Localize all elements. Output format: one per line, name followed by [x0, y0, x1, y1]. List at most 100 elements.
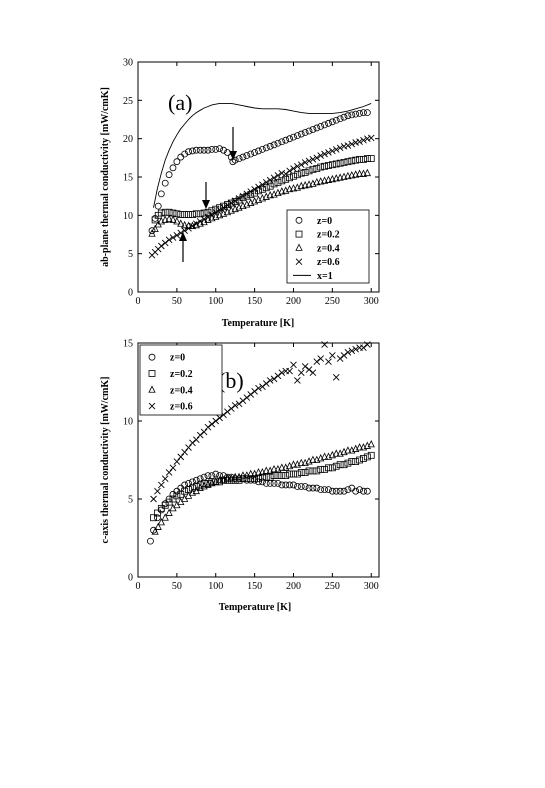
data-point — [173, 492, 181, 500]
y-tick-label: 25 — [123, 96, 133, 107]
data-point — [321, 341, 328, 348]
x-tick-label: 300 — [364, 581, 379, 592]
data-point — [254, 468, 263, 476]
data-point — [332, 487, 340, 495]
data-point — [367, 155, 375, 163]
legend-marker — [148, 385, 156, 393]
series-layer-a — [148, 102, 375, 259]
data-point — [161, 475, 169, 483]
data-point — [212, 417, 220, 425]
data-point — [282, 481, 290, 489]
data-point — [320, 452, 329, 460]
data-point — [169, 490, 177, 498]
data-point — [297, 458, 305, 467]
data-point — [173, 158, 181, 166]
y-tick-label: 5 — [128, 495, 133, 506]
data-point — [329, 352, 336, 359]
data-point — [165, 214, 173, 223]
data-point — [278, 138, 286, 146]
data-point — [332, 174, 340, 182]
data-point — [282, 472, 290, 480]
data-point — [332, 146, 340, 153]
data-point — [297, 169, 305, 177]
data-point — [185, 225, 192, 232]
data-point — [313, 124, 321, 132]
data-point — [255, 183, 262, 191]
series-x-1 — [153, 102, 372, 208]
data-point — [297, 483, 305, 490]
series-layer-b — [147, 341, 375, 545]
data-point — [344, 349, 352, 356]
data-point — [297, 369, 305, 376]
legend-item: z=0.4 — [295, 243, 340, 254]
data-point — [364, 135, 371, 142]
data-point — [294, 377, 301, 384]
data-point — [313, 484, 321, 492]
data-point — [297, 469, 305, 476]
data-point — [251, 149, 259, 156]
data-point — [239, 153, 247, 161]
data-point — [216, 478, 224, 486]
data-point — [352, 139, 359, 146]
data-point — [177, 453, 185, 461]
data-point — [321, 162, 328, 170]
data-point — [348, 111, 356, 119]
data-point — [157, 190, 165, 198]
data-point — [204, 423, 212, 431]
data-point — [204, 213, 212, 221]
data-point — [344, 486, 352, 494]
data-point — [320, 176, 329, 184]
data-point — [297, 181, 305, 190]
data-point — [340, 487, 348, 495]
data-point — [154, 509, 161, 517]
x-tick-label: 100 — [208, 296, 223, 307]
data-point — [181, 227, 188, 234]
data-point — [336, 173, 344, 181]
x-tick-label: 50 — [172, 581, 182, 592]
legend-label: z=0.6 — [170, 402, 193, 413]
data-point — [173, 210, 181, 218]
data-point — [274, 178, 282, 186]
data-point — [208, 472, 216, 480]
x-axis-label-a: Temperature [K] — [222, 318, 295, 329]
data-point — [305, 366, 313, 373]
data-point — [247, 150, 255, 158]
x-tick-label: 200 — [286, 296, 301, 307]
data-point — [165, 236, 173, 244]
legend-marker — [295, 216, 303, 224]
legend-label: z=0 — [170, 353, 185, 364]
data-point — [325, 486, 332, 494]
data-point — [231, 156, 239, 164]
data-point — [154, 202, 162, 210]
data-point — [305, 157, 313, 165]
data-point — [185, 211, 192, 218]
data-point — [224, 408, 231, 415]
legend-marker — [148, 370, 156, 377]
data-point — [227, 199, 235, 207]
data-point — [301, 469, 309, 476]
data-point — [258, 185, 266, 193]
data-point — [151, 527, 159, 535]
legend-item: z=0.4 — [148, 385, 193, 396]
data-point — [367, 440, 375, 448]
data-point — [285, 184, 294, 193]
data-point — [270, 141, 278, 149]
data-point — [355, 169, 364, 177]
legend-label: z=0.4 — [170, 385, 193, 396]
data-point — [293, 470, 301, 478]
data-point — [329, 147, 336, 155]
data-point — [223, 474, 232, 482]
legend-label: z=0.2 — [317, 230, 340, 241]
data-point — [239, 397, 247, 405]
data-point — [360, 136, 367, 144]
data-point — [309, 467, 317, 475]
legend-label: z=0 — [317, 216, 332, 227]
data-point — [364, 341, 371, 348]
data-point — [204, 479, 212, 487]
data-point — [161, 513, 169, 521]
data-point — [189, 484, 196, 492]
data-point — [356, 138, 363, 146]
data-point — [340, 159, 348, 166]
data-point — [181, 150, 189, 158]
